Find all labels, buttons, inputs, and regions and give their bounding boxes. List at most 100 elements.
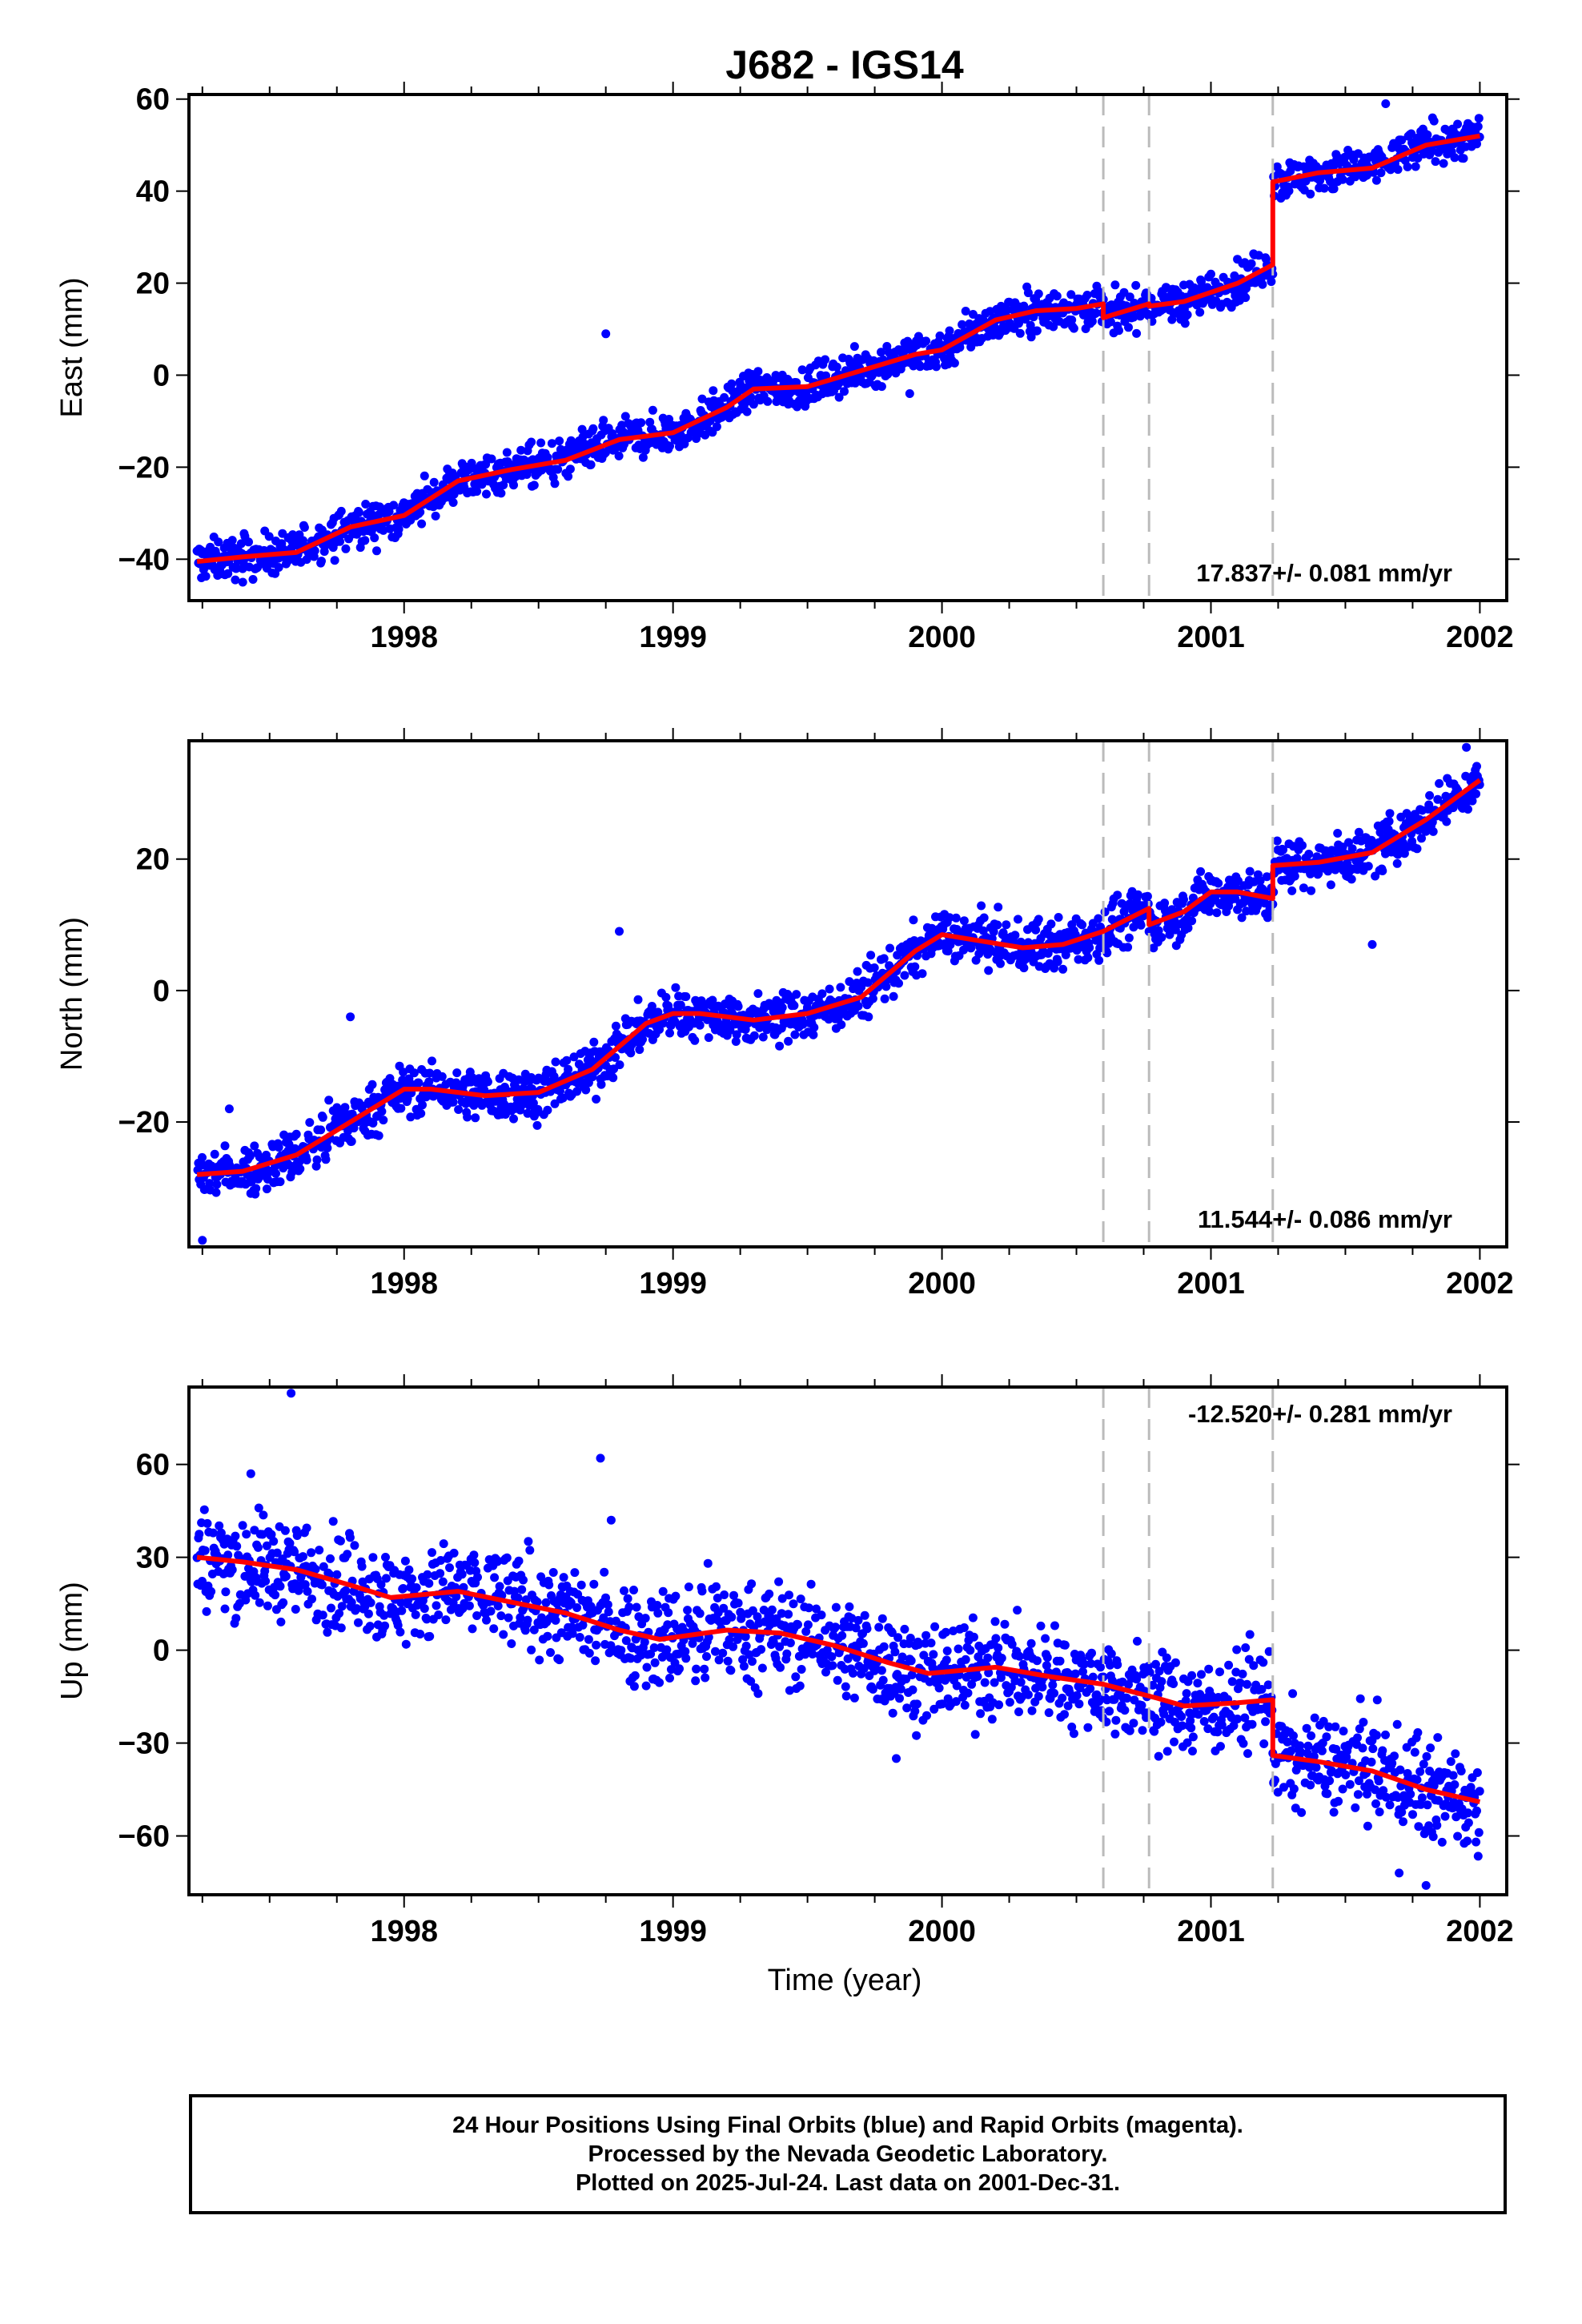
east-point xyxy=(550,479,560,489)
up-point xyxy=(439,1539,448,1549)
up-point xyxy=(745,1650,754,1659)
east-x-tick-label: 1998 xyxy=(370,621,438,654)
north-point xyxy=(1014,915,1022,924)
up-point xyxy=(1263,1680,1273,1690)
up-point xyxy=(1193,1679,1203,1688)
north-point xyxy=(1425,790,1435,800)
up-point xyxy=(1106,1649,1116,1659)
east-point xyxy=(617,420,627,430)
north-point xyxy=(909,915,918,925)
east-point xyxy=(877,382,886,392)
east-point xyxy=(1197,277,1206,287)
up-point xyxy=(671,1591,681,1601)
east-point xyxy=(335,537,344,546)
east-outlier-point xyxy=(601,329,611,339)
up-y-tick-label: −30 xyxy=(118,1727,170,1761)
up-point xyxy=(570,1568,580,1578)
east-point xyxy=(1129,312,1138,322)
up-point xyxy=(276,1617,286,1626)
up-point xyxy=(496,1611,506,1621)
up-point xyxy=(1041,1634,1050,1643)
east-point xyxy=(577,424,587,434)
north-model-line xyxy=(196,778,1482,1177)
up-outlier-point xyxy=(287,1389,296,1398)
up-point xyxy=(1422,1751,1431,1761)
north-point xyxy=(1464,805,1472,814)
north-point xyxy=(205,1179,215,1188)
up-point xyxy=(714,1655,724,1665)
up-point xyxy=(941,1627,950,1637)
east-point xyxy=(367,510,377,520)
up-point xyxy=(757,1645,766,1655)
east-point xyxy=(1429,116,1439,126)
up-point xyxy=(231,1614,241,1623)
north-point xyxy=(483,1077,492,1087)
up-point xyxy=(220,1604,230,1614)
up-point xyxy=(262,1541,271,1550)
east-y-axis-label: East (mm) xyxy=(55,277,89,417)
up-point xyxy=(343,1550,352,1559)
up-point xyxy=(507,1639,516,1648)
up-point xyxy=(753,1689,763,1699)
up-point xyxy=(1381,1730,1390,1739)
up-point xyxy=(1416,1799,1426,1809)
north-point xyxy=(377,1107,387,1116)
east-point xyxy=(1131,280,1141,290)
north-point xyxy=(647,1002,656,1011)
east-y-tick-label: −20 xyxy=(118,451,170,485)
up-point xyxy=(841,1682,850,1691)
north-point xyxy=(1046,919,1056,929)
up-point xyxy=(1177,1712,1186,1721)
up-point xyxy=(1227,1677,1237,1687)
east-point xyxy=(1087,316,1097,326)
up-point xyxy=(1440,1811,1450,1821)
up-point xyxy=(436,1569,445,1578)
east-point xyxy=(1132,328,1142,338)
up-point xyxy=(620,1586,628,1595)
up-point xyxy=(1244,1655,1254,1664)
north-point xyxy=(1363,862,1373,871)
north-point xyxy=(817,989,827,999)
up-point xyxy=(299,1552,307,1562)
east-point xyxy=(950,358,959,368)
up-outlier-point xyxy=(892,1754,901,1763)
north-point xyxy=(211,1188,221,1197)
up-point xyxy=(555,1655,564,1665)
north-point xyxy=(564,1064,573,1074)
north-outlier-point xyxy=(1462,742,1472,752)
east-point xyxy=(201,572,211,581)
up-point xyxy=(1322,1732,1331,1742)
up-point xyxy=(1169,1679,1178,1688)
up-point xyxy=(1303,1741,1313,1751)
east-point xyxy=(1049,322,1058,332)
up-point xyxy=(1329,1807,1339,1817)
up-point xyxy=(1423,1800,1432,1810)
up-point xyxy=(238,1521,247,1530)
north-point xyxy=(1165,930,1174,939)
north-point xyxy=(1298,841,1307,850)
north-point xyxy=(367,1080,377,1089)
north-point xyxy=(463,1112,472,1122)
north-point xyxy=(708,995,717,1005)
north-point xyxy=(1333,829,1343,838)
up-point xyxy=(726,1666,736,1675)
north-point xyxy=(409,1068,419,1078)
up-point xyxy=(1354,1776,1363,1786)
up-point xyxy=(1261,1717,1271,1727)
up-point xyxy=(1038,1683,1047,1692)
up-point xyxy=(575,1633,584,1642)
up-point xyxy=(695,1609,705,1618)
up-point xyxy=(785,1638,795,1647)
up-point xyxy=(1181,1696,1191,1706)
up-point xyxy=(291,1605,300,1614)
up-point xyxy=(712,1582,721,1591)
up-point xyxy=(1187,1671,1197,1680)
north-point xyxy=(1299,883,1308,893)
east-point xyxy=(1207,269,1215,279)
up-point xyxy=(1078,1667,1087,1676)
up-point xyxy=(1279,1783,1288,1792)
up-point xyxy=(232,1542,242,1551)
up-point xyxy=(968,1613,978,1622)
up-point xyxy=(263,1601,272,1610)
